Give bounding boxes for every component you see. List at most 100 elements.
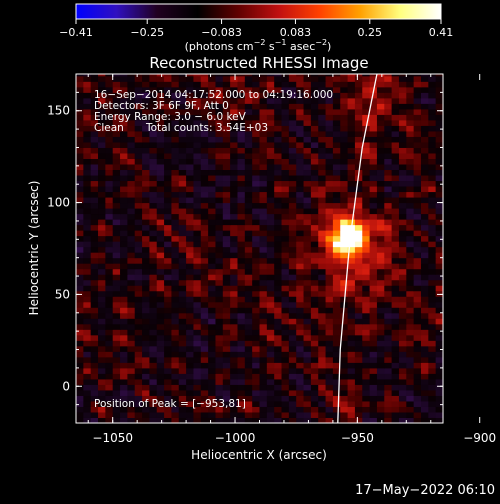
heatmap-cell	[303, 213, 312, 220]
heatmap-cell	[288, 384, 297, 391]
heatmap-cell	[266, 345, 275, 352]
heatmap-cell	[244, 274, 253, 281]
heatmap-cell	[178, 395, 187, 402]
heatmap-cell	[274, 147, 283, 154]
heatmap-cell	[76, 246, 84, 253]
heatmap-cell	[369, 252, 378, 259]
heatmap-cell	[318, 103, 327, 110]
heatmap-cell	[406, 362, 415, 369]
heatmap-cell	[369, 246, 378, 253]
heatmap-cell	[288, 373, 297, 380]
heatmap-cell	[354, 103, 363, 110]
colorbar-units: (photons cm−2 s−1 asec−2)	[185, 38, 332, 53]
heatmap-cell	[112, 400, 121, 407]
heatmap-cell	[340, 152, 349, 159]
heatmap-cell	[435, 114, 443, 121]
heatmap-cell	[340, 97, 349, 104]
heatmap-cell	[178, 290, 187, 297]
heatmap-cell	[244, 136, 253, 143]
heatmap-cell	[310, 373, 319, 380]
heatmap-cell	[127, 241, 136, 248]
heatmap-cell	[120, 268, 128, 275]
heatmap-cell	[376, 367, 385, 374]
heatmap-cell	[406, 268, 415, 275]
heatmap-cell	[310, 224, 319, 231]
heatmap-cell	[222, 274, 231, 281]
heatmap-cell	[318, 378, 327, 385]
heatmap-cell	[318, 367, 327, 374]
heatmap-cell	[318, 268, 327, 275]
heatmap-cell	[120, 230, 128, 237]
heatmap-cell	[391, 329, 400, 336]
heatmap-cell	[296, 307, 305, 314]
heatmap-cell	[288, 180, 297, 187]
heatmap-cell	[318, 356, 327, 363]
heatmap-cell	[354, 345, 363, 352]
heatmap-cell	[98, 108, 106, 115]
heatmap-cell	[142, 92, 150, 99]
heatmap-cell	[332, 202, 341, 209]
heatmap-cell	[237, 186, 246, 193]
heatmap-cell	[76, 114, 84, 121]
heatmap-cell	[428, 301, 437, 308]
heatmap-cell	[435, 384, 443, 391]
heatmap-cell	[142, 147, 150, 154]
heatmap-cell	[303, 103, 312, 110]
y-axis-label: Heliocentric Y (arcsec)	[27, 181, 41, 316]
heatmap-cell	[98, 213, 106, 220]
heatmap-cell	[274, 285, 283, 292]
heatmap-cell	[428, 274, 437, 281]
heatmap-cell	[252, 230, 260, 237]
heatmap-cell	[76, 92, 84, 99]
heatmap-cell	[340, 378, 349, 385]
heatmap-cell	[303, 86, 312, 93]
heatmap-cell	[406, 323, 415, 330]
heatmap-cell	[325, 75, 334, 82]
heatmap-cell	[384, 268, 393, 275]
heatmap-cell	[354, 329, 363, 336]
heatmap-cell	[252, 86, 260, 93]
heatmap-cell	[178, 373, 187, 380]
heatmap-cell	[398, 92, 407, 99]
heatmap-cell	[208, 114, 216, 121]
heatmap-cell	[347, 417, 356, 423]
heatmap-cell	[142, 230, 150, 237]
heatmap-cell	[230, 389, 238, 396]
heatmap-cell	[266, 312, 275, 319]
heatmap-cell	[281, 180, 290, 187]
heatmap-cell	[149, 108, 158, 115]
heatmap-cell	[156, 141, 165, 148]
heatmap-cell	[435, 119, 443, 126]
heatmap-cell	[112, 406, 121, 413]
heatmap-cell	[281, 411, 290, 418]
heatmap-cell	[369, 367, 378, 374]
heatmap-cell	[274, 395, 283, 402]
heatmap-cell	[164, 114, 172, 121]
heatmap-cell	[156, 219, 165, 226]
heatmap-cell	[98, 158, 106, 165]
heatmap-cell	[259, 356, 268, 363]
heatmap-cell	[252, 147, 260, 154]
heatmap-cell	[274, 152, 283, 159]
heatmap-cell	[105, 301, 114, 308]
heatmap-cell	[112, 279, 121, 286]
heatmap-cell	[83, 74, 92, 77]
heatmap-cell	[222, 406, 231, 413]
heatmap-cell	[347, 351, 356, 358]
heatmap-cell	[156, 411, 165, 418]
heatmap-cell	[178, 246, 187, 253]
heatmap-cell	[296, 103, 305, 110]
heatmap-cell	[369, 180, 378, 187]
heatmap-cell	[90, 296, 99, 303]
heatmap-cell	[244, 114, 253, 121]
heatmap-cell	[208, 164, 216, 171]
heatmap-cell	[296, 389, 305, 396]
heatmap-cell	[420, 367, 429, 374]
heatmap-cell	[98, 103, 106, 110]
heatmap-cell	[296, 329, 305, 336]
heatmap-cell	[310, 213, 319, 220]
heatmap-cell	[340, 362, 349, 369]
heatmap-cell	[230, 406, 238, 413]
heatmap-cell	[200, 235, 209, 242]
heatmap-cell	[266, 395, 275, 402]
